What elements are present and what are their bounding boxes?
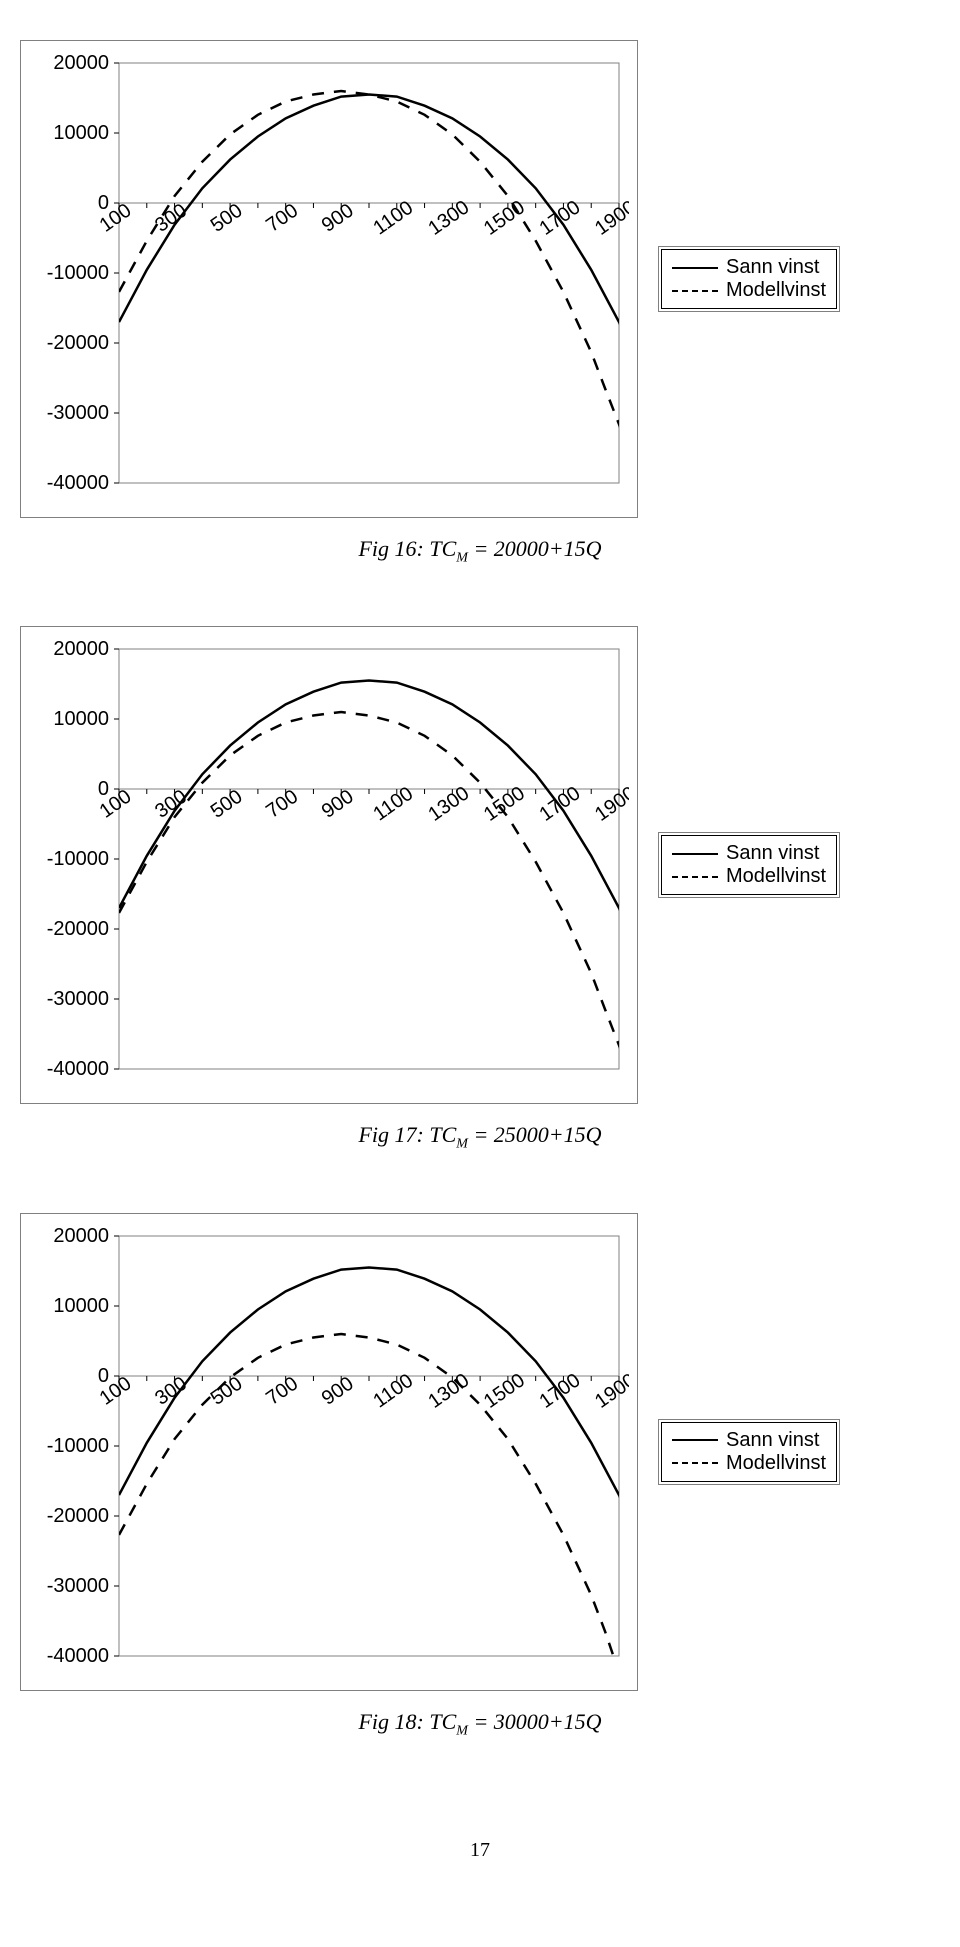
legend-line-icon [672, 1439, 718, 1441]
y-tick-label: 10000 [53, 708, 109, 730]
legend-line-icon [672, 853, 718, 855]
y-tick-label: 10000 [53, 1295, 109, 1317]
fig16-caption: Fig 16: TCM = 20000+15Q [20, 536, 940, 566]
legend-line-icon [672, 1462, 718, 1464]
y-tick-label: 20000 [53, 1225, 109, 1247]
legend-label: Sann vinst [726, 842, 819, 865]
fig18-legend: Sann vinstModellvinst [661, 1422, 837, 1482]
y-tick-label: -30000 [47, 402, 109, 424]
y-tick-label: -40000 [47, 1058, 109, 1080]
legend-label: Sann vinst [726, 1429, 819, 1452]
y-tick-label: -10000 [47, 262, 109, 284]
fig16-chart: -40000-30000-20000-100000100002000010030… [20, 40, 638, 518]
legend-label: Sann vinst [726, 256, 819, 279]
fig17-chart: -40000-30000-20000-100000100002000010030… [20, 626, 638, 1104]
y-tick-label: -20000 [47, 332, 109, 354]
y-tick-label: 10000 [53, 122, 109, 144]
y-tick-label: -10000 [47, 848, 109, 870]
legend-line-icon [672, 876, 718, 878]
fig17-caption: Fig 17: TCM = 25000+15Q [20, 1122, 940, 1152]
y-tick-label: -30000 [47, 1575, 109, 1597]
y-tick-label: -20000 [47, 918, 109, 940]
fig17-legend: Sann vinstModellvinst [661, 835, 837, 895]
y-tick-label: -30000 [47, 988, 109, 1010]
y-tick-label: -40000 [47, 472, 109, 494]
legend-label: Modellvinst [726, 1452, 826, 1475]
y-tick-label: -20000 [47, 1505, 109, 1527]
legend-line-icon [672, 290, 718, 292]
legend-label: Modellvinst [726, 865, 826, 888]
page-number: 17 [20, 1839, 940, 1862]
y-tick-label: 20000 [53, 52, 109, 74]
fig16-legend: Sann vinstModellvinst [661, 249, 837, 309]
fig18-caption: Fig 18: TCM = 30000+15Q [20, 1709, 940, 1739]
legend-line-icon [672, 267, 718, 269]
y-tick-label: -10000 [47, 1435, 109, 1457]
y-tick-label: -40000 [47, 1645, 109, 1667]
legend-label: Modellvinst [726, 279, 826, 302]
fig18-chart: -40000-30000-20000-100000100002000010030… [20, 1213, 638, 1691]
y-tick-label: 20000 [53, 638, 109, 660]
